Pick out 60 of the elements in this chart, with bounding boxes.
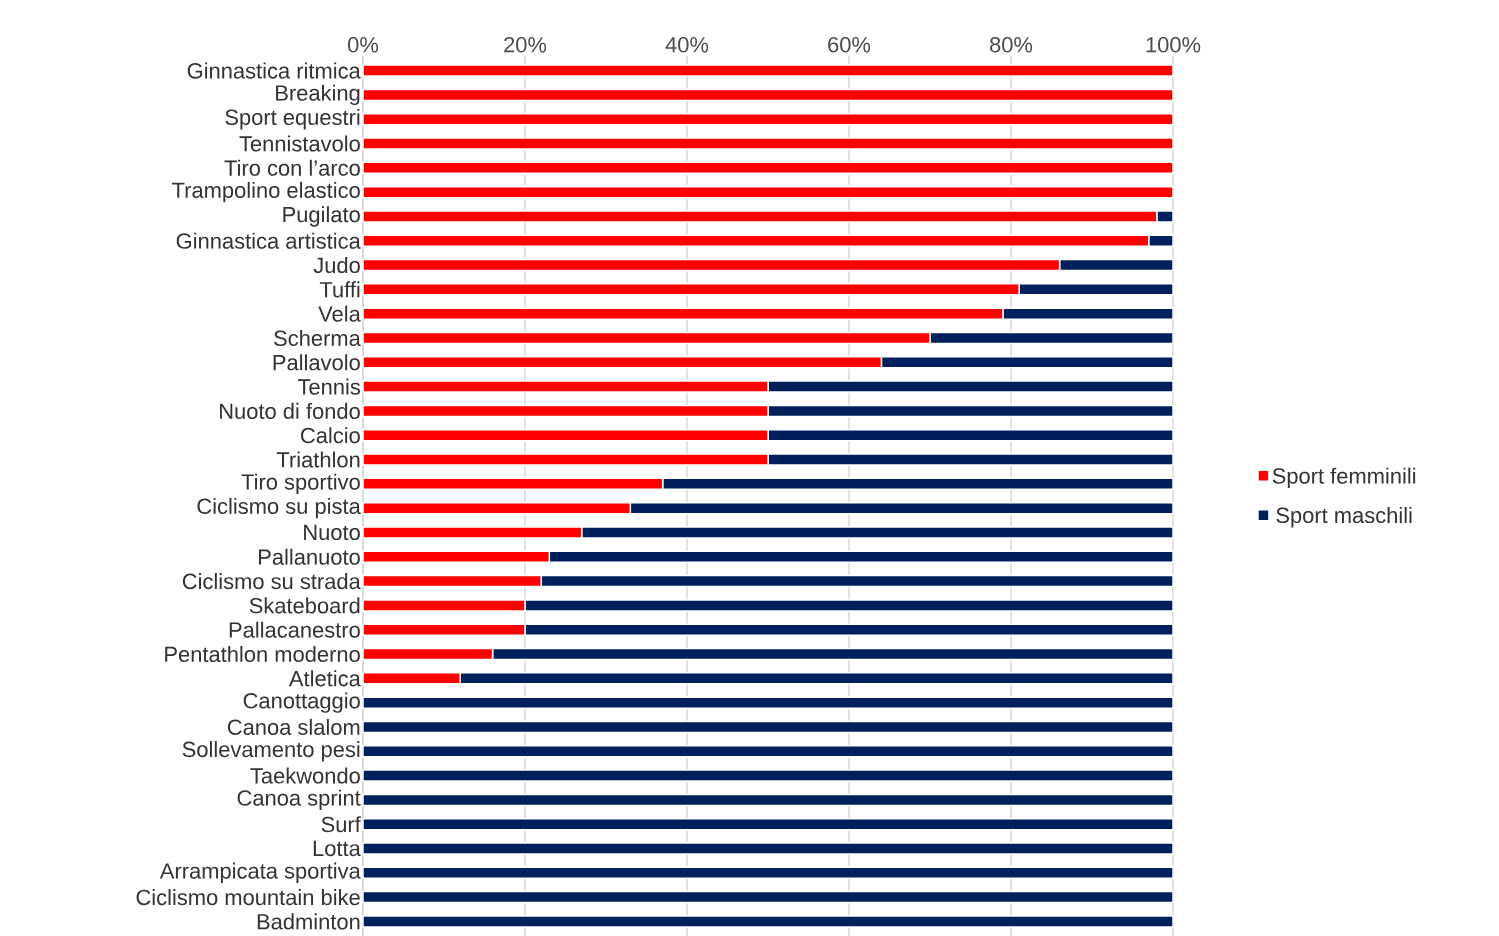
x-tick-label: 60% [828,36,871,53]
bar [362,185,1174,199]
bar [362,137,1174,150]
bar [362,915,1174,928]
y-tick-label: Atletica [288,670,361,687]
y-tick-label: Vela [318,305,361,322]
x-tick-label: 0% [348,36,379,53]
legend-label: Sport femminili [1272,467,1416,489]
bar [362,64,1174,77]
y-tick-label: Taekwondo [250,767,360,784]
y-tick-label: Badminton [257,913,360,930]
bar [362,793,1174,807]
bar [362,696,1174,709]
bar [362,745,1174,758]
y-tick-label: Pallanuoto [259,548,360,565]
y-tick-label: Lotta [313,840,361,857]
y-tick-label: Canottaggio [243,692,360,713]
y-tick-label: Nuoto di fondo [220,402,360,419]
y-tick-label: Calcio [301,427,360,444]
y-tick-label: Tuffi [319,281,360,298]
y-tick-label: Tennis [297,378,361,395]
y-tick-label: Nuoto [304,524,360,541]
x-tick-label: 20% [504,36,547,53]
y-tick-label: Ciclismo su pista [197,497,361,519]
y-tick-label: Arrampicata sportiva [159,862,361,884]
y-tick-label: Ginnastica ritmica [187,62,361,79]
y-tick-label: Judo [313,257,360,274]
y-tick-label: Tennistavolo [239,135,360,152]
bar [362,720,1174,734]
bar [362,842,1174,855]
y-tick-label: Pugilato [283,206,360,227]
y-tick-label: Tiro sportivo [241,473,360,495]
bar [362,161,1174,175]
y-tick-label: Pallacanestro [229,621,360,638]
y-tick-label: Pentathlon moderno [165,645,360,663]
y-tick-label: Canoa sprint [237,789,361,811]
y-tick-label: Ciclismo su strada [182,573,361,590]
bar [362,866,1174,880]
y-tick-label: Sport equestri [225,108,360,130]
bar [362,817,1174,831]
legend-label: Sport maschili [1276,506,1412,528]
bar [362,769,1174,782]
y-tick-label: Ginnastica artistica [176,232,361,249]
bar [362,890,1174,904]
y-tick-label: Ciclismo mountain bike [136,889,360,906]
y-tick-label: Trampolino elastico [172,181,360,203]
bar [362,112,1174,126]
y-tick-label: Tiro con l’arco [224,159,360,176]
y-tick-label: Triathlon [276,451,360,468]
bar [362,88,1174,102]
y-tick-label: Surf [321,816,361,833]
y-tick-label: Pallavolo [273,354,360,371]
x-tick-label: 40% [665,36,709,53]
y-tick-label: Scherma [274,329,361,347]
y-tick-label: Skateboard [249,597,360,614]
y-tick-label: Breaking [276,84,360,106]
x-tick-label: 80% [990,36,1033,53]
x-tick-label: 100% [1146,36,1201,53]
y-tick-label: Canoa slalom [227,718,360,735]
y-tick-label: Sollevamento pesi [182,741,360,762]
